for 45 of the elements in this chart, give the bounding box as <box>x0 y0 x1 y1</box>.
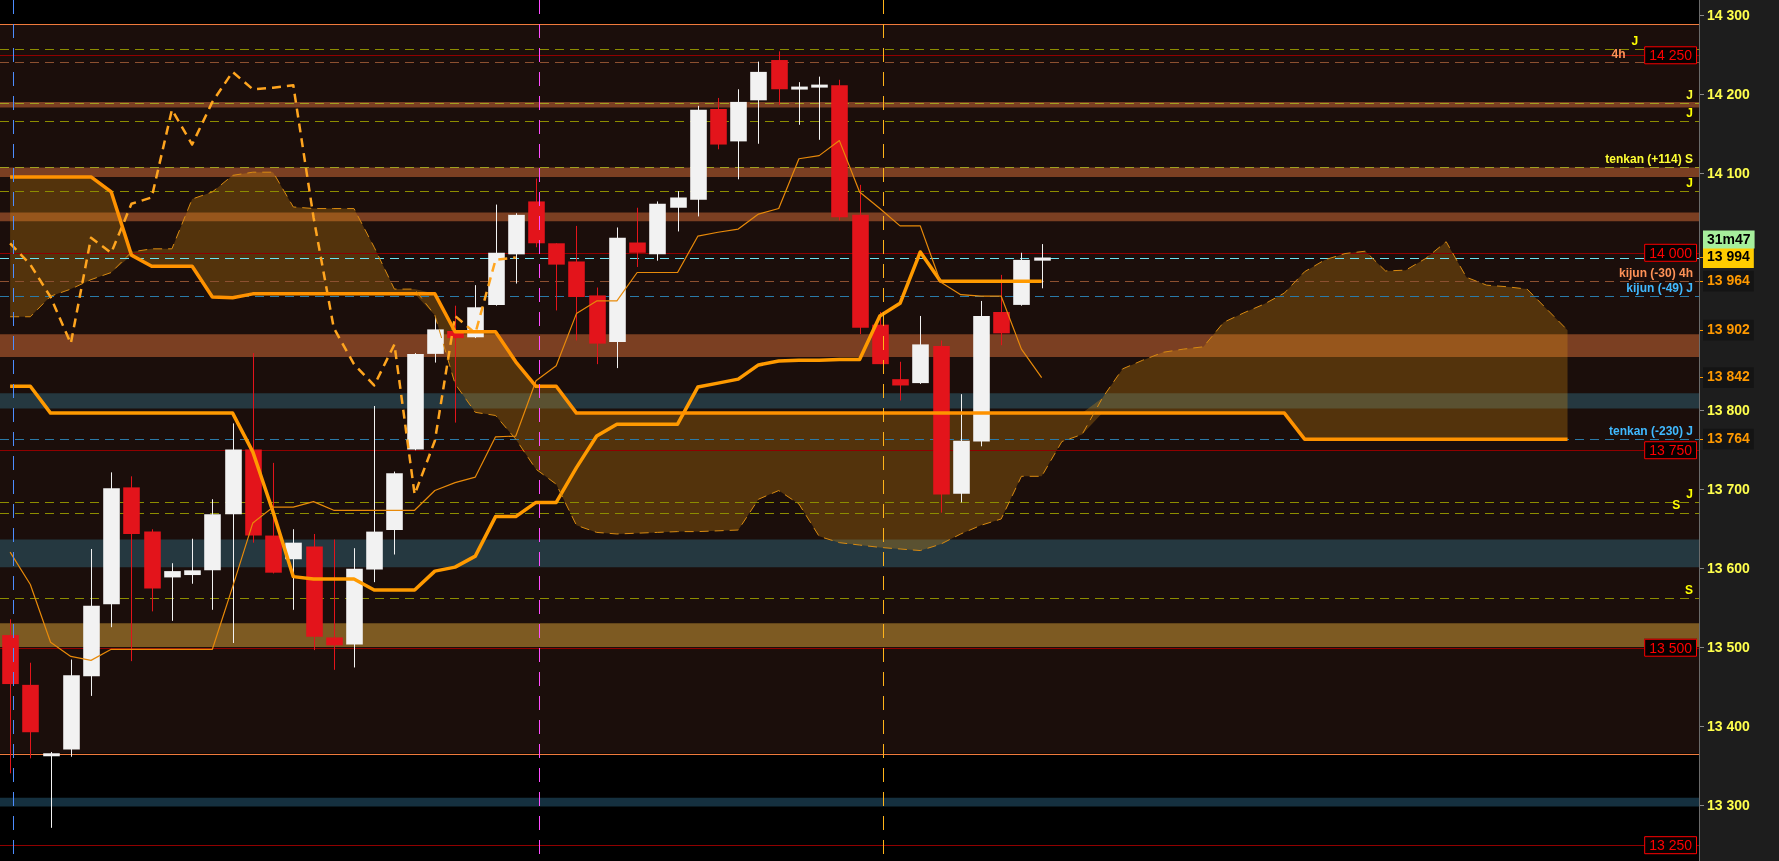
y-tick-label: 13 964 <box>1707 272 1751 289</box>
y-tick-label: 13 400 <box>1707 717 1751 734</box>
ref-line-label: S <box>1672 497 1681 512</box>
candlestick <box>670 190 687 232</box>
candlestick <box>164 562 181 622</box>
y-tick-label: 13 700 <box>1707 480 1751 497</box>
candlestick <box>43 751 60 829</box>
y-tick-label: 14 100 <box>1707 164 1751 181</box>
ref-line-label: 13 750 <box>1649 442 1693 459</box>
y-tick-label: 14 300 <box>1707 6 1751 23</box>
y-tick-label: 13 902 <box>1707 321 1751 338</box>
ref-line-label: 31m47 <box>1707 231 1751 248</box>
ref-line-label: 14 000 <box>1649 244 1693 261</box>
ref-line-label: kijun (-49) J <box>1626 281 1693 296</box>
y-tick-label: 13 994 <box>1707 248 1751 265</box>
candlestick <box>811 76 828 141</box>
ref-line-label: tenkan (+114) S <box>1605 152 1693 167</box>
candlestick <box>629 207 646 268</box>
candlestick <box>892 361 909 401</box>
ref-line-label: J <box>1686 487 1693 502</box>
ref-line-label: J <box>1631 33 1639 48</box>
y-tick-label: 13 764 <box>1707 430 1751 447</box>
y-tick-label: 13 842 <box>1707 368 1751 385</box>
ref-line-label: S <box>1684 582 1693 597</box>
candlestick <box>993 274 1010 346</box>
y-tick-label: 13 300 <box>1707 796 1751 813</box>
ref-line-label: 13 250 <box>1649 837 1693 854</box>
y-tick-label: 14 200 <box>1707 85 1751 102</box>
line-series <box>8 70 518 496</box>
candlestick <box>1034 243 1051 289</box>
ref-line-label: J <box>1686 105 1693 120</box>
ref-line-label: kijun (-30) 4h <box>1618 266 1693 281</box>
y-tick-label: 13 600 <box>1707 559 1751 576</box>
candlestick <box>548 242 565 311</box>
ref-line-label: J <box>1686 87 1693 102</box>
y-tick-label: 13 500 <box>1707 638 1751 655</box>
ref-line-label: 14 250 <box>1649 47 1693 64</box>
ref-line-label: 13 500 <box>1649 639 1693 656</box>
ref-line-label: 4h <box>1611 46 1626 61</box>
candlestick <box>791 81 808 126</box>
candlestick <box>184 538 201 585</box>
ref-line-label: tenkan (-230) J <box>1608 424 1693 439</box>
candlestick <box>326 539 343 671</box>
y-tick-label: 13 800 <box>1707 401 1751 418</box>
ref-line-label: J <box>1686 176 1693 191</box>
